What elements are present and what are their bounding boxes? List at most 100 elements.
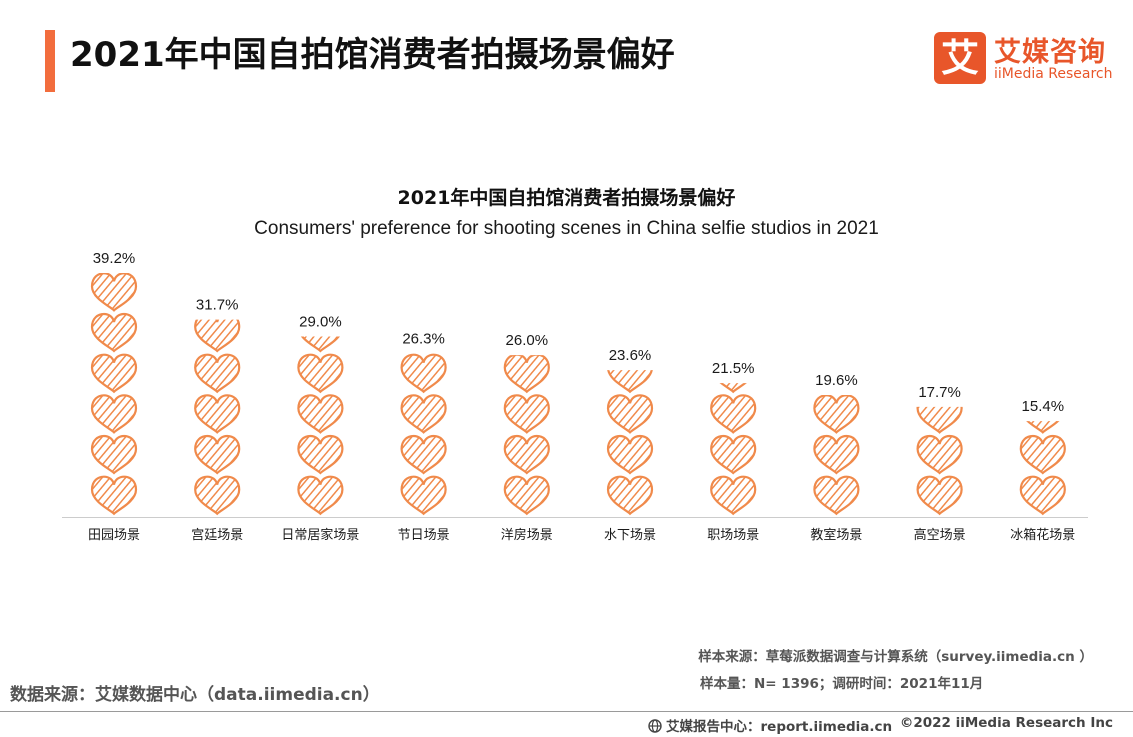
- heart-icon: [503, 355, 550, 394]
- heart-icon: [1019, 475, 1066, 516]
- brand-logo: 艾 艾媒咨询 iiMedia Research: [930, 30, 1120, 90]
- bar-8: [813, 273, 860, 516]
- heart-icon: [918, 273, 962, 310]
- heart-icon: [813, 434, 860, 475]
- heart-icon: [607, 370, 653, 394]
- heart-icon: [297, 434, 344, 475]
- category-label: 节日场景: [398, 528, 450, 543]
- sample-size-note: 样本量：N= 1396；调研时间：2021年11月: [700, 676, 984, 692]
- bar-1: [90, 273, 138, 516]
- bar-9: [916, 273, 963, 516]
- heart-icon: [402, 273, 446, 310]
- value-label: 21.5%: [712, 360, 755, 377]
- footer-report-center[interactable]: 艾媒报告中心：report.iimedia.cn: [648, 715, 892, 735]
- heart-icon: [710, 394, 757, 434]
- category-label: 水下场景: [604, 528, 656, 543]
- heart-icon: [194, 475, 241, 516]
- heart-icon: [503, 434, 550, 475]
- value-label: 29.0%: [299, 313, 342, 330]
- heart-icon: [298, 273, 342, 310]
- heart-icon: [1026, 421, 1060, 434]
- value-label: 31.7%: [196, 297, 239, 314]
- heart-icon: [300, 336, 340, 353]
- heart-icon: [503, 475, 550, 516]
- category-label: 宫廷场景: [191, 528, 243, 543]
- heart-icon: [813, 475, 860, 516]
- value-label: 17.7%: [918, 384, 961, 401]
- heart-icon: [90, 434, 138, 475]
- heart-icon: [814, 314, 858, 351]
- heart-icon: [400, 353, 447, 394]
- page-title: 2021年中国自拍馆消费者拍摄场景偏好: [70, 35, 675, 75]
- category-label: 高空场景: [914, 527, 966, 543]
- heart-icon: [90, 394, 138, 434]
- heart-icon: [90, 312, 138, 353]
- bar-10: [1019, 273, 1066, 516]
- heart-icon: [194, 394, 241, 434]
- heart-icon: [710, 475, 757, 516]
- heart-icon: [1019, 434, 1066, 475]
- category-label: 冰箱花场景: [1010, 527, 1075, 543]
- logo-name-en: iiMedia Research: [994, 66, 1113, 82]
- bar-6: [606, 273, 654, 516]
- category-label: 职场场景: [707, 528, 759, 543]
- footer-divider: [0, 711, 1133, 712]
- heart-icon: [297, 394, 344, 434]
- sample-source-note: 样本来源：草莓派数据调查与计算系统（survey.iimedia.cn ）: [698, 649, 1093, 665]
- chart-subtitle: Consumers' preference for shooting scene…: [254, 218, 879, 239]
- value-label: 15.4%: [1022, 398, 1065, 415]
- heart-icon: [814, 273, 858, 310]
- heart-icon: [813, 395, 860, 434]
- chart-title: 2021年中国自拍馆消费者拍摄场景偏好: [397, 187, 736, 209]
- heart-icon: [194, 353, 241, 394]
- heart-icon: [608, 273, 652, 310]
- value-label: 39.2%: [93, 250, 136, 267]
- heart-icon: [608, 314, 652, 351]
- report-center-link[interactable]: 艾媒报告中心：report.iimedia.cn: [666, 719, 893, 735]
- heart-icon: [90, 273, 138, 312]
- heart-icon: [1021, 314, 1065, 351]
- heart-icon: [916, 406, 963, 434]
- heart-icon: [606, 434, 654, 475]
- heart-icon: [719, 383, 747, 394]
- heart-icon: [918, 314, 962, 351]
- heart-icon: [916, 475, 963, 516]
- heart-icon: [297, 475, 344, 516]
- bar-5: [503, 273, 550, 516]
- heart-icon: [711, 273, 755, 310]
- logo-name-cn: 艾媒咨询: [994, 37, 1106, 68]
- bar-3: [297, 273, 344, 516]
- heart-icon: [400, 394, 447, 434]
- category-label: 洋房场景: [501, 527, 553, 543]
- heart-icon: [606, 475, 654, 516]
- heart-icon: [606, 394, 654, 434]
- heart-icon: [710, 434, 757, 475]
- heart-icon: [1021, 273, 1065, 310]
- bar-7: [710, 273, 757, 516]
- title-accent-bar: [45, 30, 55, 92]
- category-label: 教室场景: [810, 527, 862, 543]
- heart-icon: [297, 353, 344, 394]
- value-label: 26.0%: [506, 332, 549, 349]
- value-label: 19.6%: [815, 372, 858, 389]
- data-source-note: 数据来源：艾媒数据中心（data.iimedia.cn）: [10, 685, 380, 705]
- bar-4: [400, 273, 447, 516]
- heart-icon: [400, 475, 447, 516]
- heart-icon: [90, 353, 138, 394]
- heart-icon: [505, 273, 549, 310]
- heart-icon: [90, 475, 138, 516]
- heart-icon: [1021, 355, 1065, 392]
- heart-icon: [194, 434, 241, 475]
- category-label: 日常居家场景: [281, 527, 359, 543]
- heart-icon: [711, 314, 755, 351]
- heart-icon: [503, 394, 550, 434]
- category-label: 田园场景: [88, 528, 140, 543]
- value-label: 26.3%: [402, 330, 445, 347]
- footer-copyright: ©2022 iiMedia Research Inc: [899, 715, 1113, 731]
- globe-icon: [648, 719, 662, 733]
- heart-icon: [400, 434, 447, 475]
- logo-mark-icon: 艾: [934, 32, 986, 84]
- heart-icon: [194, 319, 241, 353]
- heart-icon: [916, 434, 963, 475]
